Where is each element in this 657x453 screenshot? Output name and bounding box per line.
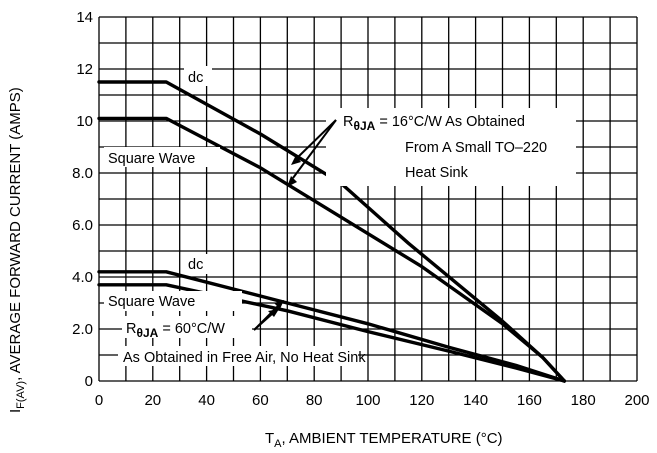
series-line-2 (97, 116, 567, 383)
x-tick-label: 120 (409, 392, 434, 409)
y-tick-label: 10 (76, 113, 93, 130)
x-tick-label: 20 (144, 392, 161, 409)
y-tick-label: 0 (85, 373, 93, 390)
x-tick-label: 60 (252, 392, 269, 409)
series-line-3 (97, 270, 567, 383)
x-tick-label: 160 (517, 392, 542, 409)
series-line-4 (97, 283, 567, 383)
y-tick-label: 2.0 (72, 321, 93, 338)
x-axis-label: TA, AMBIENT TEMPERATURE (°C) (265, 430, 503, 450)
x-tick-label: 180 (571, 392, 596, 409)
series-group (97, 80, 567, 383)
annotation-square-wave-upper: Square Wave (108, 151, 195, 167)
x-tick-label: 200 (624, 392, 649, 409)
arrow-lower-2 (253, 313, 273, 331)
x-tick-label: 100 (355, 392, 380, 409)
y-tick-label: 14 (76, 9, 93, 26)
x-tick-label: 80 (306, 392, 323, 409)
y-tick-label: 8.0 (72, 165, 93, 182)
arrow-upper-1 (296, 119, 337, 159)
x-tick-label: 140 (463, 392, 488, 409)
tick-labels: 0 20 40 60 80 100 120 140 160 180 200 0 2.0 4.0 6.0 8.0… (72, 9, 649, 409)
annotation-rthja-upper: RθJA = 16°C/W As Obtained (343, 114, 525, 133)
annotation-rthja-lower-line2: As Obtained in Free Air, No Heat Sink (123, 350, 366, 366)
arrow-lower-1-head (274, 300, 284, 309)
annotation-dc-upper: dc (188, 70, 203, 86)
arrow-upper-2 (292, 119, 337, 179)
arrow-lower-2-head (268, 309, 279, 317)
x-tick-label: 0 (95, 392, 103, 409)
x-tick-label: 40 (198, 392, 215, 409)
annotation-dc-lower: dc (188, 257, 203, 273)
arrow-upper-2-head (287, 176, 297, 187)
y-axis-label: IF(AV), AVERAGE FORWARD CURRENT (AMPS) (7, 87, 27, 413)
y-tick-label: 6.0 (72, 217, 93, 234)
y-tick-label: 12 (76, 61, 93, 78)
y-tick-label: 4.0 (72, 269, 93, 286)
arrow-upper-1-head (291, 155, 301, 165)
annotation-square-wave-lower: Square Wave (108, 294, 195, 310)
annotation-rthja-upper-line3: Heat Sink (405, 165, 469, 181)
annotation-rthja-lower: RθJA = 60°C/W (126, 321, 225, 340)
annotation-rthja-upper-line2: From A Small TO–220 (405, 140, 547, 156)
